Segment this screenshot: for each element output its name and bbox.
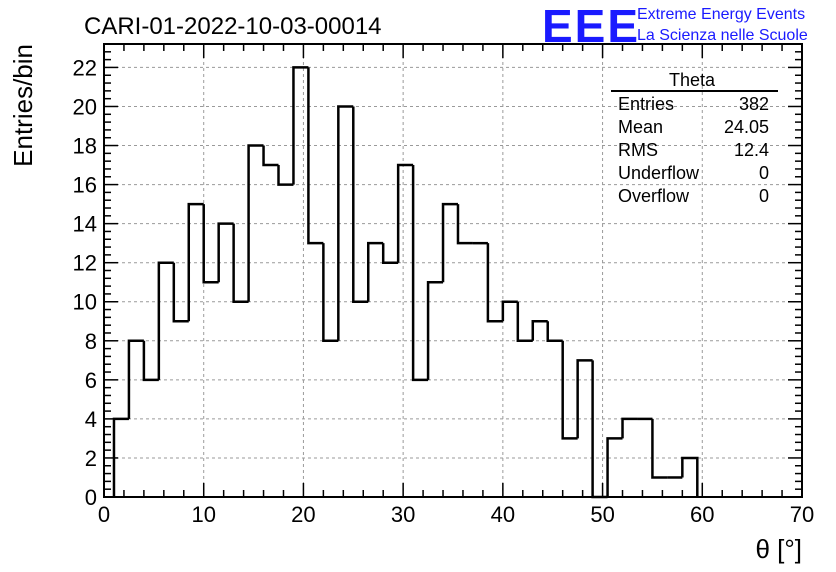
x-tick-label: 30 bbox=[391, 502, 415, 527]
y-tick-label: 4 bbox=[85, 407, 97, 432]
histogram-bin bbox=[396, 163, 414, 263]
histogram-bin bbox=[352, 106, 369, 303]
x-tick-label: 50 bbox=[590, 502, 614, 527]
histogram-bin bbox=[247, 144, 264, 302]
y-tick-label: 0 bbox=[85, 485, 97, 510]
histogram-bin bbox=[232, 223, 249, 303]
histogram-bin bbox=[337, 105, 354, 341]
x-tick-label: 20 bbox=[291, 502, 315, 527]
histogram-series bbox=[112, 66, 699, 499]
histogram-bin bbox=[366, 241, 384, 302]
histogram-bin bbox=[307, 67, 324, 245]
chart-title: CARI-01-2022-10-03-00014 bbox=[84, 13, 382, 40]
x-tick-label: 70 bbox=[790, 502, 814, 527]
stat-value-entries: 382 bbox=[739, 94, 769, 114]
histogram-bin bbox=[441, 202, 458, 283]
x-axis-label: θ [°] bbox=[755, 534, 802, 564]
histogram-bin bbox=[187, 202, 204, 322]
histogram-bin bbox=[202, 204, 219, 284]
histogram-bin bbox=[292, 66, 309, 185]
histogram-bin bbox=[576, 359, 593, 439]
y-tick-label: 20 bbox=[73, 94, 97, 119]
axes: 0 10 20 30 40 50 60 70 0 2 4 6 8 10 12 14 16 18 20 22 bbox=[73, 43, 814, 527]
x-tick-label: 40 bbox=[491, 502, 515, 527]
y-tick-label: 16 bbox=[73, 173, 97, 198]
histogram-bin bbox=[456, 204, 473, 245]
y-tick-label: 6 bbox=[85, 368, 97, 393]
stat-label-rms: RMS bbox=[618, 140, 658, 160]
stat-label-overflow: Overflow bbox=[618, 186, 690, 206]
histogram-bin bbox=[681, 456, 699, 497]
histogram-bin bbox=[651, 418, 668, 479]
histogram-bin bbox=[217, 222, 234, 283]
brand-line-1: Extreme Energy Events bbox=[637, 6, 805, 23]
histogram-bin bbox=[486, 243, 503, 323]
y-tick-label: 22 bbox=[73, 55, 97, 80]
histogram-bin bbox=[501, 300, 518, 322]
stat-value-mean: 24.05 bbox=[724, 117, 769, 137]
stat-label-mean: Mean bbox=[618, 117, 663, 137]
stats-title: Theta bbox=[669, 70, 716, 90]
grid bbox=[104, 44, 802, 497]
histogram-bin bbox=[561, 340, 578, 440]
x-tick-label: 60 bbox=[690, 502, 714, 527]
histogram-bin bbox=[591, 360, 608, 499]
stats-box: Theta Entries 382 Mean 24.05 RMS 12.4 Un… bbox=[611, 70, 778, 206]
histogram-bin bbox=[426, 280, 444, 380]
stat-label-entries: Entries bbox=[618, 94, 674, 114]
y-tick-label: 8 bbox=[85, 329, 97, 354]
stat-value-rms: 12.4 bbox=[734, 140, 769, 160]
histogram-bin bbox=[381, 243, 399, 264]
histogram-bin bbox=[277, 165, 294, 186]
histogram-bin bbox=[531, 320, 548, 341]
eee-logo: EEE Extreme Energy Events La Scienza nel… bbox=[542, 0, 808, 52]
histogram-bin bbox=[516, 301, 533, 343]
y-tick-label: 2 bbox=[85, 446, 97, 471]
y-tick-label: 12 bbox=[73, 251, 97, 276]
stat-value-underflow: 0 bbox=[759, 163, 769, 183]
histogram-bin bbox=[262, 145, 279, 167]
y-tick-label: 10 bbox=[73, 290, 97, 315]
histogram-bin bbox=[411, 165, 429, 382]
histogram-bin bbox=[172, 262, 189, 323]
histogram-bin bbox=[546, 321, 563, 343]
y-tick-label: 18 bbox=[73, 134, 97, 159]
x-tick-label: 0 bbox=[98, 502, 110, 527]
stat-value-overflow: 0 bbox=[759, 186, 769, 206]
histogram-bin bbox=[157, 261, 174, 380]
brand-line-2: La Scienza nelle Scuole bbox=[637, 27, 808, 44]
histogram-bin bbox=[127, 339, 144, 419]
x-tick-label: 10 bbox=[191, 502, 215, 527]
y-tick-label: 14 bbox=[73, 212, 97, 237]
plot-frame bbox=[103, 43, 803, 498]
histogram-bin bbox=[621, 417, 638, 439]
histogram-bin bbox=[322, 243, 339, 343]
stat-label-underflow: Underflow bbox=[618, 163, 700, 183]
histogram-bin bbox=[142, 340, 159, 382]
histogram-bin bbox=[606, 437, 623, 497]
y-axis-label: Entries/bin bbox=[8, 44, 38, 167]
